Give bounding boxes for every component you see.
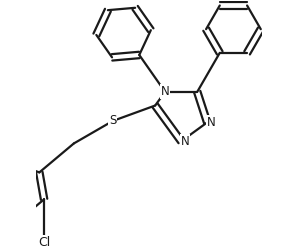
Text: N: N [181, 135, 190, 148]
Text: N: N [207, 116, 215, 129]
Text: Cl: Cl [38, 236, 50, 249]
Text: S: S [109, 114, 117, 128]
Text: N: N [161, 85, 170, 98]
